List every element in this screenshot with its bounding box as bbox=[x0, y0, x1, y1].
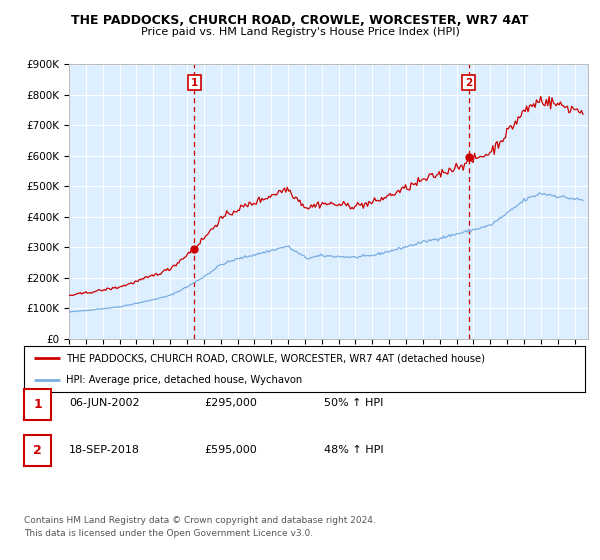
Text: 48% ↑ HPI: 48% ↑ HPI bbox=[324, 445, 383, 455]
Text: £595,000: £595,000 bbox=[204, 445, 257, 455]
Text: 2: 2 bbox=[465, 78, 472, 88]
Text: 06-JUN-2002: 06-JUN-2002 bbox=[69, 398, 140, 408]
Text: HPI: Average price, detached house, Wychavon: HPI: Average price, detached house, Wych… bbox=[66, 375, 302, 385]
Text: 1: 1 bbox=[191, 78, 198, 88]
Text: 1: 1 bbox=[33, 398, 42, 411]
Text: THE PADDOCKS, CHURCH ROAD, CROWLE, WORCESTER, WR7 4AT: THE PADDOCKS, CHURCH ROAD, CROWLE, WORCE… bbox=[71, 14, 529, 27]
Text: This data is licensed under the Open Government Licence v3.0.: This data is licensed under the Open Gov… bbox=[24, 529, 313, 538]
Text: 2: 2 bbox=[33, 444, 42, 458]
Text: Price paid vs. HM Land Registry's House Price Index (HPI): Price paid vs. HM Land Registry's House … bbox=[140, 27, 460, 37]
Text: THE PADDOCKS, CHURCH ROAD, CROWLE, WORCESTER, WR7 4AT (detached house): THE PADDOCKS, CHURCH ROAD, CROWLE, WORCE… bbox=[66, 353, 485, 363]
Text: Contains HM Land Registry data © Crown copyright and database right 2024.: Contains HM Land Registry data © Crown c… bbox=[24, 516, 376, 525]
Text: 50% ↑ HPI: 50% ↑ HPI bbox=[324, 398, 383, 408]
Text: £295,000: £295,000 bbox=[204, 398, 257, 408]
Text: 18-SEP-2018: 18-SEP-2018 bbox=[69, 445, 140, 455]
